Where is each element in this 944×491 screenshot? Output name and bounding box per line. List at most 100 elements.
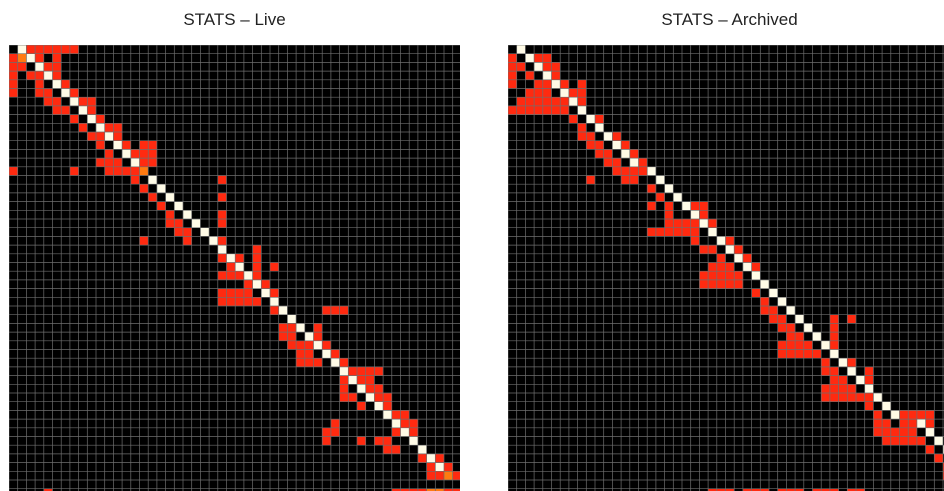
heatmap-cell [534,79,543,89]
heatmap-cell [69,88,79,98]
heatmap-cell [61,79,70,89]
heatmap-cell [183,227,192,237]
heatmap-cell [551,97,561,106]
heatmap-cell [348,366,357,376]
heatmap-cell [174,201,183,211]
heatmap-cell [209,236,218,246]
heatmap-cell [357,366,366,376]
heatmap-cell [9,71,18,80]
heatmap-cell [534,105,543,115]
heatmap-cell [409,436,418,446]
heatmap-cell [435,453,444,463]
heatmap-cell [829,366,839,376]
heatmap-cell [322,436,331,446]
heatmap-cell [655,175,665,185]
heatmap-cell [838,393,848,402]
heatmap-cell [725,236,735,246]
heatmap-cell [690,201,700,211]
heatmap-cell [35,88,44,98]
heatmap-cell [690,227,700,237]
heatmap-cell [435,471,444,480]
heatmap-cell [35,79,44,89]
heatmap-cell [217,253,227,263]
heatmap-cell [516,105,526,115]
heatmap-cell [934,436,943,446]
heatmap-cell [673,227,682,237]
heatmap-cell [534,88,543,98]
heatmap-cell [873,410,883,420]
heatmap-cell [568,97,578,106]
heatmap-cell [278,306,288,315]
heatmap-cell [682,227,691,237]
heatmap-cell [139,184,149,193]
heatmap-cell [708,279,717,289]
heatmap-cell [821,488,830,491]
heatmap-cell [560,88,569,98]
heatmap-cell [52,53,62,63]
heatmap-cell [516,97,526,106]
heatmap-cell [847,358,856,367]
heatmap-cell [243,271,253,280]
chart-title-archived: STATS – Archived [661,10,798,29]
heatmap-cell [235,262,244,272]
heatmap-cell [391,488,401,491]
heatmap-cell [391,410,401,420]
heatmap-cell [769,306,778,315]
heatmap-cell [829,375,839,385]
heatmap-cell [508,79,517,89]
heatmap-cell [716,253,726,263]
heatmap-cell [348,375,357,385]
heatmap-cell [777,340,787,350]
heatmap-cell [725,262,735,272]
heatmap-cell [374,384,384,393]
heatmap-cell [365,366,375,376]
heatmap-cell [925,427,935,437]
heatmap-cell [542,62,552,72]
heatmap-cell [551,71,561,80]
heatmap-cell [908,410,917,420]
heatmap-cell [699,271,709,280]
heatmap-cell [313,323,323,333]
heatmap-cell [829,323,839,333]
heatmap-cell [296,340,305,350]
heatmap-cell [534,62,543,72]
heatmap-cell [270,306,279,315]
heatmap-cell [525,88,535,98]
heatmap-cell [261,288,270,298]
heatmap-cell [43,97,53,106]
heatmap-cell [287,314,297,324]
heatmap-cell [603,149,613,159]
heatmap-cell [777,323,787,333]
heatmap-cell [542,79,552,89]
heatmap-cell [304,349,314,359]
heatmap-cell [899,436,909,446]
heatmap-cell [165,192,175,202]
heatmap-cell [829,488,839,491]
heatmap-cell [577,132,587,141]
heatmap-cell [113,166,123,176]
heatmap-cell [339,358,349,367]
heatmap-cell [409,427,418,437]
heatmap-cell [374,436,384,446]
heatmap-cell [734,271,743,280]
heatmap-cell [577,88,587,98]
heatmap-cell [9,79,18,89]
heatmap-cell [577,105,587,115]
heatmap-cell [760,297,769,306]
heatmap-cell [452,488,460,491]
heatmap-cell [647,201,656,211]
heatmap-cell [786,488,796,491]
heatmap-cell [183,210,192,219]
heatmap-cell [383,401,392,411]
heatmap-cell [313,358,323,367]
heatmap-cell [252,271,262,280]
chart-title-live: STATS – Live [183,10,286,29]
heatmap-cell [426,453,436,463]
heatmap-cell [217,288,227,298]
heatmap-cell [252,279,262,289]
heatmap-cell [104,132,114,141]
heatmap-cell [595,140,604,150]
heatmap-cell [551,105,561,115]
heatmap-cell [664,219,674,228]
heatmap-cell [621,149,630,159]
